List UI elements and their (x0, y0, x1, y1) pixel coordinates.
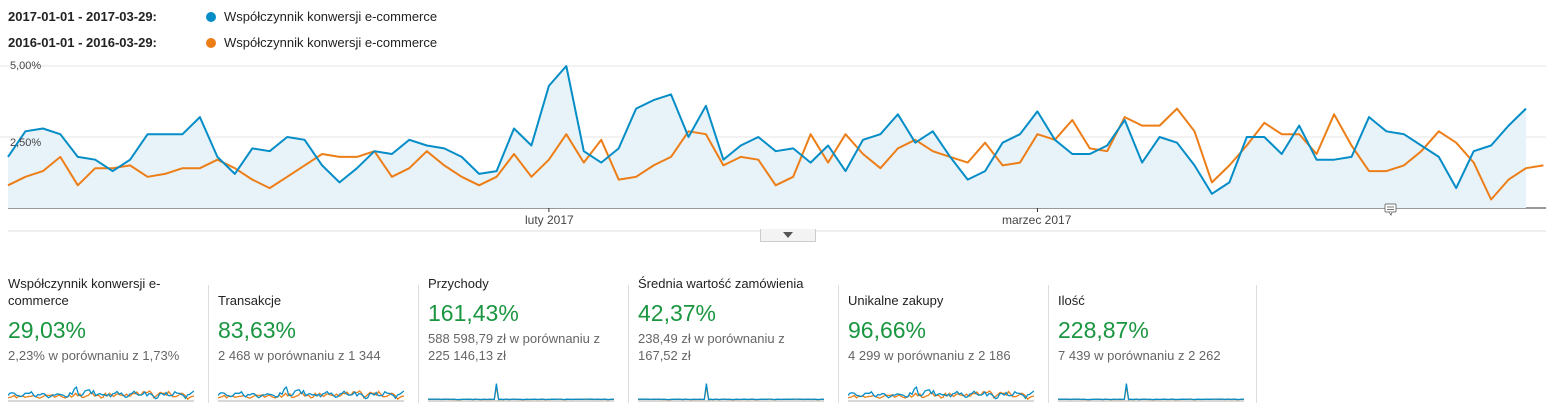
metric-card-sparkline (8, 385, 194, 402)
sparkline-series (638, 383, 824, 401)
metric-card-sparkline (218, 385, 404, 402)
metric-card-change: 228,87% (1058, 317, 1149, 343)
metric-card-label: Średnia wartość zamówienia (638, 276, 804, 291)
metric-card-label: Transakcje (218, 293, 282, 308)
card-divider (1048, 285, 1049, 403)
sparkline-series (1058, 386, 1244, 401)
card-divider (628, 285, 629, 403)
collapse-chart-button[interactable] (760, 229, 816, 242)
sparkline-series (638, 386, 824, 401)
metric-card-sparkline (1058, 383, 1244, 402)
annotation-icon[interactable] (1384, 203, 1397, 217)
x-axis-tick-label: luty 2017 (525, 213, 574, 227)
metric-card-change: 161,43% (428, 300, 519, 326)
legend-row-previous: 2016-01-01 - 2016-03-29: Współczynnik ko… (8, 35, 437, 50)
metric-card-comparison: 4 299 w porównaniu z 2 186 (848, 348, 1011, 363)
metric-card-change: 83,63% (218, 317, 297, 343)
series-color-dot-icon (206, 37, 216, 48)
chevron-down-icon (783, 232, 793, 238)
sparkline-series (8, 390, 194, 401)
metric-card-comparison: 7 439 w porównaniu z 2 262 (1058, 348, 1221, 363)
metric-card-comparison: 2 468 w porównaniu z 1 344 (218, 348, 381, 363)
metric-card-sparkline (638, 383, 824, 402)
sparkline-series (1058, 383, 1244, 401)
metric-card-sparkline (428, 383, 614, 402)
metric-summary-cards: Współczynnik konwersji e-commerce 29,03%… (0, 275, 1546, 415)
series-line-current (7, 65, 1527, 195)
metric-card-change: 29,03% (8, 317, 87, 343)
conversion-rate-chart[interactable] (0, 55, 1546, 235)
legend-row-current: 2017-01-01 - 2017-03-29: Współczynnik ko… (8, 9, 437, 24)
sparkline-series (428, 386, 614, 401)
metric-card[interactable]: Średnia wartość zamówienia 42,37% 238,49… (628, 275, 838, 410)
y-axis-tick-label: 2,50% (10, 137, 42, 149)
series-line-previous (7, 107, 1544, 201)
legend-metric-selector[interactable]: Współczynnik konwersji e-commerce (224, 9, 438, 24)
card-divider (1256, 285, 1257, 403)
metric-card-label: Przychody (428, 276, 489, 291)
series-area-current (8, 66, 1526, 208)
legend-date-range: 2017-01-01 - 2017-03-29: (8, 9, 157, 24)
metric-card-label: Współczynnik konwersji e-commerce (8, 276, 161, 308)
sparkline-series (8, 385, 194, 400)
metric-card-change: 42,37% (638, 300, 717, 326)
legend-date-range: 2016-01-01 - 2016-03-29: (8, 35, 157, 50)
metric-card-comparison: 2,23% w porównaniu z 1,73% (8, 348, 180, 363)
metric-card[interactable]: Transakcje 83,63% 2 468 w porównaniu z 1… (208, 275, 418, 410)
card-divider (838, 285, 839, 403)
metric-card[interactable]: Ilość 228,87% 7 439 w porównaniu z 2 262 (1048, 275, 1258, 410)
metric-card-label: Unikalne zakupy (848, 293, 944, 308)
sparkline-series (848, 390, 1034, 401)
metric-card[interactable]: Przychody 161,43% 588 598,79 zł w porówn… (418, 275, 628, 410)
card-divider (418, 285, 419, 403)
metric-card[interactable]: Współczynnik konwersji e-commerce 29,03%… (8, 275, 208, 410)
sparkline-series (218, 385, 404, 400)
metric-card[interactable]: Unikalne zakupy 96,66% 4 299 w porównani… (838, 275, 1048, 410)
metric-card-change: 96,66% (848, 317, 927, 343)
metric-card-comparison: 238,49 zł w porównaniu z 167,52 zł (638, 331, 785, 363)
card-divider (208, 285, 209, 403)
sparkline-series (428, 383, 614, 401)
sparkline-series (218, 390, 404, 401)
series-color-dot-icon (206, 11, 216, 22)
x-axis-tick-label: marzec 2017 (1002, 213, 1072, 227)
metric-card-sparkline (848, 385, 1034, 402)
metric-card-label: Ilość (1058, 293, 1085, 308)
y-axis-tick-label: 5,00% (10, 60, 42, 72)
metric-card-comparison: 588 598,79 zł w porównaniu z 225 146,13 … (428, 331, 601, 363)
legend-metric-selector[interactable]: Współczynnik konwersji e-commerce (224, 35, 438, 50)
sparkline-series (848, 385, 1034, 400)
